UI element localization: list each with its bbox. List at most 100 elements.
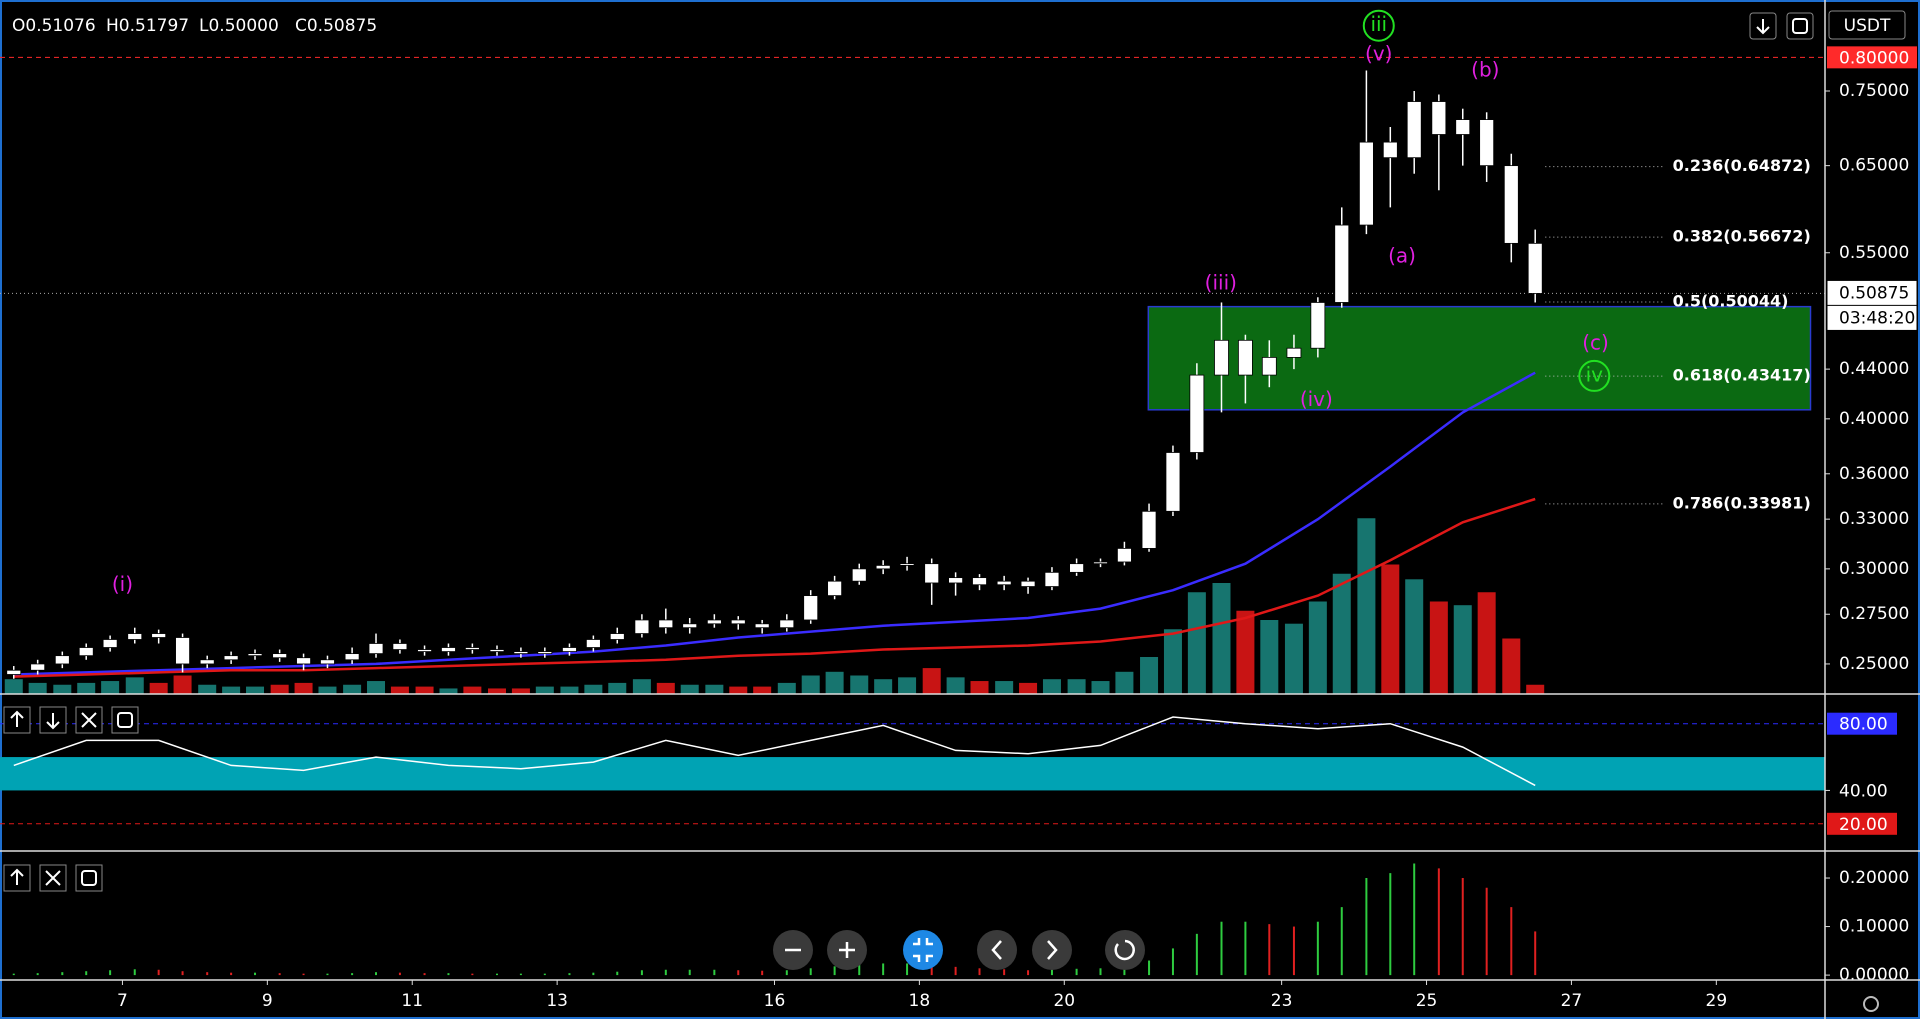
x-tick-label: 18 — [909, 991, 931, 1011]
volume-bar — [390, 686, 409, 694]
x-tick-label: 23 — [1271, 991, 1293, 1011]
wave-circle — [1362, 9, 1395, 42]
volume-bar — [1042, 679, 1061, 694]
candle-body — [151, 633, 167, 638]
volume-bar — [1187, 592, 1206, 694]
x-tick-label: 13 — [546, 991, 568, 1011]
candle-body — [1286, 347, 1302, 358]
volume-bar — [294, 682, 313, 694]
volume-bar — [246, 686, 265, 694]
scroll-left-button[interactable] — [977, 930, 1017, 970]
fib-label: 0.236(0.64872) — [1673, 156, 1811, 175]
candle-body — [682, 623, 698, 629]
x-tick-label: 7 — [117, 991, 128, 1011]
quote-button[interactable] — [1828, 10, 1906, 40]
wave-label: (v) — [1365, 42, 1392, 66]
candle-body — [296, 657, 311, 665]
candle-body — [1044, 571, 1060, 587]
close-button[interactable] — [39, 864, 67, 892]
candle-body — [1310, 302, 1326, 349]
candle-body — [924, 563, 940, 584]
navigation-controls — [773, 930, 1145, 970]
candle-body — [899, 563, 915, 566]
wave-label: (iv) — [1300, 387, 1333, 411]
wave-label: (a) — [1388, 244, 1416, 268]
y-tick-label: 0.75000 — [1839, 81, 1909, 101]
volume-bar — [1163, 629, 1182, 694]
y-tick-label: 0.65000 — [1839, 156, 1909, 176]
volume-bar — [343, 684, 362, 694]
candle-body — [175, 637, 190, 665]
moving-average — [13, 497, 1536, 678]
scroll-right-button[interactable] — [1032, 930, 1072, 970]
volume-bar — [1260, 620, 1279, 694]
candle-body — [247, 653, 263, 657]
volume-bar — [463, 686, 482, 694]
candle-body — [54, 655, 70, 665]
maximize-button[interactable] — [111, 706, 139, 734]
fib-label: 0.618(0.43417) — [1673, 366, 1811, 385]
icon — [839, 942, 855, 958]
quote-label: USDT — [1844, 16, 1891, 36]
candle-body — [1165, 452, 1181, 512]
volume-bar — [1284, 623, 1303, 694]
volume-bar — [1308, 601, 1327, 694]
x-tick-label: 29 — [1706, 991, 1728, 1011]
settings-button[interactable] — [1863, 996, 1879, 1012]
candle-body — [1117, 548, 1132, 563]
y-tick-label: 0.10000 — [1839, 917, 1909, 937]
countdown-label: 03:48:20 — [1839, 308, 1915, 328]
icon — [10, 710, 24, 727]
candle-body — [464, 647, 480, 650]
candle-body — [441, 647, 456, 652]
candle-body — [1431, 101, 1447, 135]
ohlc-low: L0.50000 — [199, 16, 279, 36]
volume-bar — [77, 682, 96, 694]
volume-bar — [1405, 579, 1424, 694]
volume-bar — [898, 677, 917, 694]
x-tick-label: 9 — [262, 991, 273, 1011]
rsi-band — [0, 757, 1825, 791]
ohlc-open: O0.51076 — [12, 16, 96, 36]
y-tick-label: 20.00 — [1839, 815, 1888, 835]
candle-body — [1189, 374, 1205, 453]
wave-label: (c) — [1582, 331, 1609, 355]
candle-body — [78, 647, 94, 657]
reset-zoom-button[interactable] — [903, 930, 943, 970]
volume-bar — [318, 686, 337, 694]
target-zone — [1147, 305, 1812, 411]
reset-button[interactable] — [1105, 930, 1145, 970]
candle-body — [1358, 141, 1374, 226]
moving-average — [13, 371, 1536, 676]
candle-body — [754, 623, 770, 629]
fullscreen-button[interactable] — [1786, 12, 1814, 40]
y-tick-label: 0.20000 — [1839, 868, 1909, 888]
candle-body — [585, 639, 601, 648]
y-tick-label: 0.27500 — [1839, 604, 1909, 624]
icon — [10, 868, 24, 885]
candle-body — [996, 580, 1012, 586]
volume-bar — [850, 675, 869, 694]
volume-bar — [125, 677, 144, 694]
candle-body — [223, 655, 239, 661]
wave-label: (b) — [1471, 58, 1499, 82]
icon — [913, 938, 933, 962]
y-tick-label: 0.40000 — [1839, 409, 1909, 429]
candle-body — [102, 639, 118, 648]
ohlc-high: H0.51797 — [106, 16, 189, 36]
level-tag — [1827, 812, 1897, 835]
y-tick-label: 0.25000 — [1839, 654, 1909, 674]
fib-label: 0.786(0.33981) — [1673, 493, 1811, 512]
y-tick-label: 0.36000 — [1839, 464, 1909, 484]
candle-body — [562, 647, 577, 652]
volume-bar — [1140, 657, 1159, 694]
pane-buttons — [3, 706, 139, 892]
volume-bar — [439, 688, 458, 694]
volume-bar — [801, 675, 820, 694]
volume-bar — [1115, 671, 1134, 694]
y-tick-label: 0.00000 — [1839, 965, 1909, 985]
candle-body — [368, 643, 384, 655]
maximize-button[interactable] — [75, 864, 103, 892]
volume-bar — [1381, 564, 1400, 694]
candle-body — [1455, 119, 1471, 135]
